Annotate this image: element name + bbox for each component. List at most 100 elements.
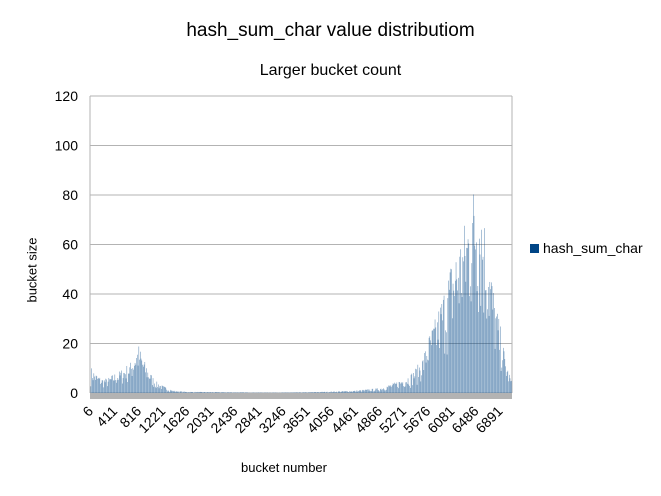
bar xyxy=(142,364,143,393)
bar xyxy=(140,358,142,393)
bar xyxy=(130,362,131,393)
bar xyxy=(217,392,218,393)
bar xyxy=(246,392,248,393)
bar xyxy=(140,351,141,393)
bar xyxy=(148,377,149,393)
bar xyxy=(387,387,389,393)
bar xyxy=(416,369,417,393)
bar xyxy=(313,392,314,393)
bar xyxy=(388,385,389,393)
bar xyxy=(413,378,415,393)
bar xyxy=(114,374,116,393)
bar xyxy=(383,388,384,393)
bar xyxy=(186,392,188,393)
bar xyxy=(499,349,500,393)
bar xyxy=(129,367,131,393)
bar xyxy=(253,392,254,393)
bar xyxy=(375,388,377,393)
bar xyxy=(391,386,392,393)
bar xyxy=(131,368,132,393)
bar xyxy=(92,380,94,393)
bar xyxy=(117,378,119,393)
bar xyxy=(317,392,319,393)
bar xyxy=(361,391,362,393)
bar xyxy=(227,392,229,393)
bar xyxy=(422,360,424,393)
y-tick-label: 20 xyxy=(62,336,78,352)
bar xyxy=(104,380,105,393)
bar xyxy=(182,392,183,393)
bar xyxy=(338,391,339,393)
bar xyxy=(90,386,92,393)
bar xyxy=(152,385,153,393)
bar xyxy=(479,254,481,393)
bar xyxy=(315,392,317,393)
bar xyxy=(405,382,407,393)
bar xyxy=(346,391,347,393)
bar xyxy=(374,390,376,393)
bar xyxy=(149,378,150,393)
bar xyxy=(299,392,301,393)
bar xyxy=(305,392,307,393)
bar xyxy=(446,332,447,393)
bar xyxy=(157,386,158,393)
bar xyxy=(316,392,317,393)
bar xyxy=(170,391,172,393)
bar xyxy=(331,391,332,393)
bar xyxy=(137,365,139,393)
bar xyxy=(487,309,488,393)
bar xyxy=(233,392,235,393)
bar xyxy=(453,290,455,393)
bar xyxy=(109,379,110,393)
bar xyxy=(376,388,377,393)
bar xyxy=(510,381,512,393)
bar xyxy=(372,388,374,393)
bar xyxy=(491,282,492,393)
bar xyxy=(380,389,381,393)
bar xyxy=(350,391,351,393)
bar xyxy=(407,383,408,393)
bar xyxy=(431,330,433,393)
bar xyxy=(317,392,318,393)
bar xyxy=(295,392,296,393)
bar xyxy=(481,229,482,393)
bar xyxy=(356,390,357,393)
bar xyxy=(501,367,503,393)
bar xyxy=(462,257,464,393)
bar xyxy=(175,391,176,393)
bar xyxy=(311,392,312,393)
bar xyxy=(379,391,380,393)
bar xyxy=(168,391,170,393)
bar xyxy=(213,392,215,393)
bar xyxy=(174,390,176,393)
bar xyxy=(371,391,372,393)
bar xyxy=(183,392,185,393)
bar xyxy=(354,390,356,393)
bar xyxy=(393,383,395,393)
bar xyxy=(158,388,160,393)
bar xyxy=(407,378,409,393)
bar xyxy=(215,392,216,393)
bar xyxy=(107,386,108,393)
bar xyxy=(239,392,241,393)
bar xyxy=(325,392,326,393)
bar xyxy=(489,281,491,393)
bar xyxy=(152,378,154,393)
bar xyxy=(147,372,149,393)
bar xyxy=(441,304,443,393)
bar xyxy=(451,269,452,393)
bar xyxy=(241,392,242,393)
bar xyxy=(161,385,163,393)
bar xyxy=(360,390,362,393)
bar xyxy=(422,361,423,393)
x-axis xyxy=(90,393,512,399)
bar xyxy=(141,360,143,393)
bar xyxy=(195,392,197,393)
bar xyxy=(467,239,469,393)
bar xyxy=(119,375,121,393)
bar xyxy=(160,385,161,393)
bar xyxy=(210,392,212,393)
bar xyxy=(118,379,119,393)
bar xyxy=(389,385,390,393)
bar xyxy=(472,223,473,393)
